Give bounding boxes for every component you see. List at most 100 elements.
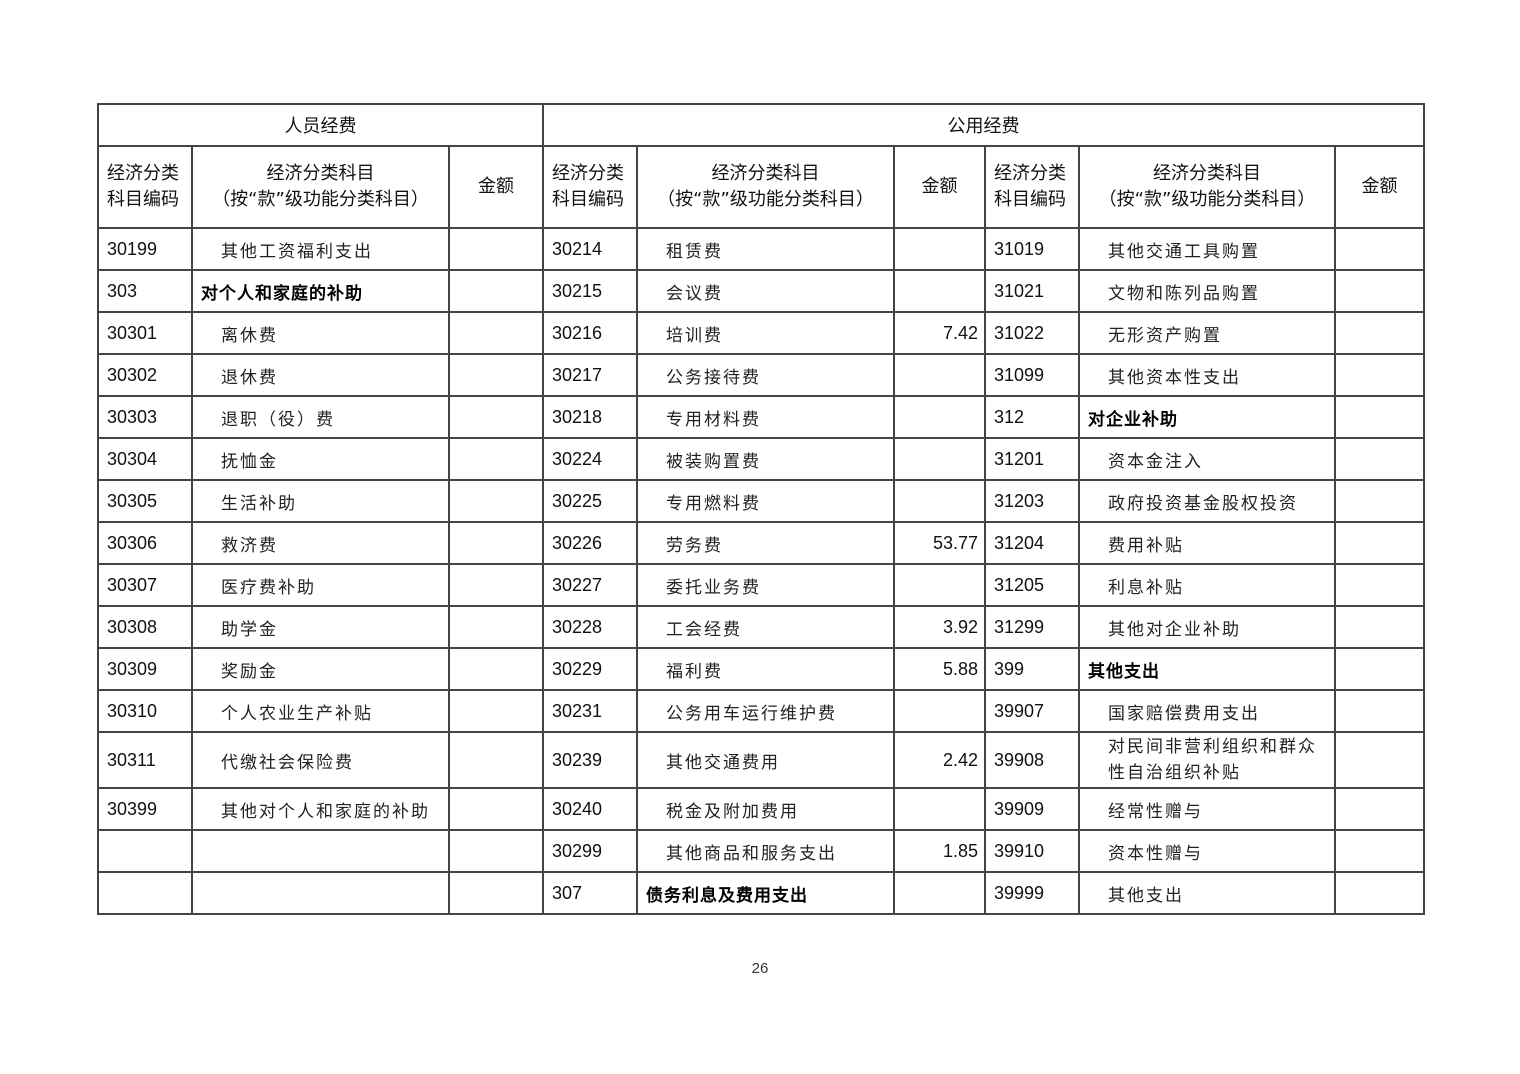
cell-amount — [448, 605, 544, 649]
cell-item: 专用材料费 — [636, 395, 895, 439]
cell-item: 债务利息及费用支出 — [636, 871, 895, 915]
cell-amount — [448, 731, 544, 789]
cell-amount — [1334, 521, 1425, 565]
cell-code: 30226 — [542, 521, 638, 565]
cell-amount — [448, 269, 544, 313]
cell-item: 公务用车运行维护费 — [636, 689, 895, 733]
header-item-line1: 经济分类科目 — [1153, 163, 1261, 184]
cell-amount: 2.42 — [893, 731, 986, 789]
cell-code: 30214 — [542, 227, 638, 271]
expense-table: 人员经费 公用经费 经济分类 科目编码 经济分类科目 （按“款”级功能分类科目） 金额经… — [97, 103, 1425, 915]
cell-amount — [1334, 437, 1425, 481]
header-amount: 金额 — [448, 145, 544, 229]
group-public: 公用经费 — [542, 103, 1425, 147]
cell-amount — [448, 479, 544, 523]
cell-amount — [893, 563, 986, 607]
cell-amount — [1334, 311, 1425, 355]
cell-amount — [448, 521, 544, 565]
table-row: 30306 救济费 30226 劳务费 53.77 31204 费用补贴 — [97, 521, 1425, 565]
header-code-line2: 科目编码 — [107, 189, 179, 210]
cell-amount — [1334, 829, 1425, 873]
cell-item: 对个人和家庭的补助 — [191, 269, 450, 313]
cell-item: 退职（役）费 — [191, 395, 450, 439]
cell-amount — [448, 829, 544, 873]
cell-amount — [893, 871, 986, 915]
cell-item: 其他支出 — [1078, 871, 1336, 915]
header-item: 经济分类科目 （按“款”级功能分类科目） — [636, 145, 895, 229]
cell-code: 30307 — [97, 563, 193, 607]
cell-item: 代缴社会保险费 — [191, 731, 450, 789]
cell-amount — [448, 311, 544, 355]
cell-item: 租赁费 — [636, 227, 895, 271]
cell-item: 利息补贴 — [1078, 563, 1336, 607]
cell-amount: 5.88 — [893, 647, 986, 691]
cell-code: 30305 — [97, 479, 193, 523]
cell-code: 31201 — [984, 437, 1080, 481]
cell-code — [97, 829, 193, 873]
cell-code: 30308 — [97, 605, 193, 649]
header-amount: 金额 — [1334, 145, 1425, 229]
cell-amount — [1334, 689, 1425, 733]
table-row: 30301 离休费 30216 培训费 7.42 31022 无形资产购置 — [97, 311, 1425, 355]
cell-item: 其他交通费用 — [636, 731, 895, 789]
cell-code: 31204 — [984, 521, 1080, 565]
cell-code: 30309 — [97, 647, 193, 691]
cell-item: 其他支出 — [1078, 647, 1336, 691]
cell-item: 福利费 — [636, 647, 895, 691]
header-code-line2: 科目编码 — [552, 189, 624, 210]
table-row: 30399 其他对个人和家庭的补助 30240 税金及附加费用 39909 经常性赠与 — [97, 787, 1425, 831]
cell-code: 30225 — [542, 479, 638, 523]
cell-code: 30304 — [97, 437, 193, 481]
cell-item: 税金及附加费用 — [636, 787, 895, 831]
cell-amount — [893, 787, 986, 831]
cell-amount — [1334, 563, 1425, 607]
page-number: 26 — [751, 960, 769, 977]
cell-code: 31203 — [984, 479, 1080, 523]
cell-amount — [893, 227, 986, 271]
cell-code: 39909 — [984, 787, 1080, 831]
cell-amount — [1334, 605, 1425, 649]
cell-item: 个人农业生产补贴 — [191, 689, 450, 733]
cell-amount: 53.77 — [893, 521, 986, 565]
cell-item: 政府投资基金股权投资 — [1078, 479, 1336, 523]
cell-item: 其他商品和服务支出 — [636, 829, 895, 873]
cell-code: 30302 — [97, 353, 193, 397]
table-row: 303 对个人和家庭的补助 30215 会议费 31021 文物和陈列品购置 — [97, 269, 1425, 313]
cell-code: 31205 — [984, 563, 1080, 607]
cell-amount — [893, 269, 986, 313]
cell-item: 被装购置费 — [636, 437, 895, 481]
header-item-line2: （按“款”级功能分类科目） — [657, 189, 874, 210]
cell-amount — [1334, 647, 1425, 691]
table-row: 30307 医疗费补助 30227 委托业务费 31205 利息补贴 — [97, 563, 1425, 607]
cell-code: 30227 — [542, 563, 638, 607]
cell-amount — [893, 689, 986, 733]
cell-amount — [448, 689, 544, 733]
table-row: 30311 代缴社会保险费 30239 其他交通费用 2.42 39908 对民间非营利组织… — [97, 731, 1425, 789]
cell-item: 其他交通工具购置 — [1078, 227, 1336, 271]
table-row: 30305 生活补助 30225 专用燃料费 31203 政府投资基金股权投资 — [97, 479, 1425, 523]
cell-code: 30231 — [542, 689, 638, 733]
cell-amount — [1334, 787, 1425, 831]
cell-code: 30301 — [97, 311, 193, 355]
cell-amount — [1334, 395, 1425, 439]
table-row: 307 债务利息及费用支出 39999 其他支出 — [97, 871, 1425, 915]
cell-code: 30310 — [97, 689, 193, 733]
cell-code: 30399 — [97, 787, 193, 831]
cell-amount — [1334, 227, 1425, 271]
cell-code: 30229 — [542, 647, 638, 691]
cell-code: 30240 — [542, 787, 638, 831]
cell-code: 31019 — [984, 227, 1080, 271]
cell-item: 其他工资福利支出 — [191, 227, 450, 271]
cell-code — [97, 871, 193, 915]
cell-item — [191, 871, 450, 915]
cell-item — [191, 829, 450, 873]
cell-amount — [448, 563, 544, 607]
cell-code: 30228 — [542, 605, 638, 649]
cell-item: 离休费 — [191, 311, 450, 355]
header-code: 经济分类 科目编码 — [542, 145, 638, 229]
table-row: 30299 其他商品和服务支出 1.85 39910 资本性赠与 — [97, 829, 1425, 873]
header-code-line1: 经济分类 — [552, 163, 624, 184]
cell-item: 医疗费补助 — [191, 563, 450, 607]
cell-code: 39910 — [984, 829, 1080, 873]
column-header-row: 经济分类 科目编码 经济分类科目 （按“款”级功能分类科目） 金额 经济分类 科目编码 经济分… — [97, 145, 1425, 229]
